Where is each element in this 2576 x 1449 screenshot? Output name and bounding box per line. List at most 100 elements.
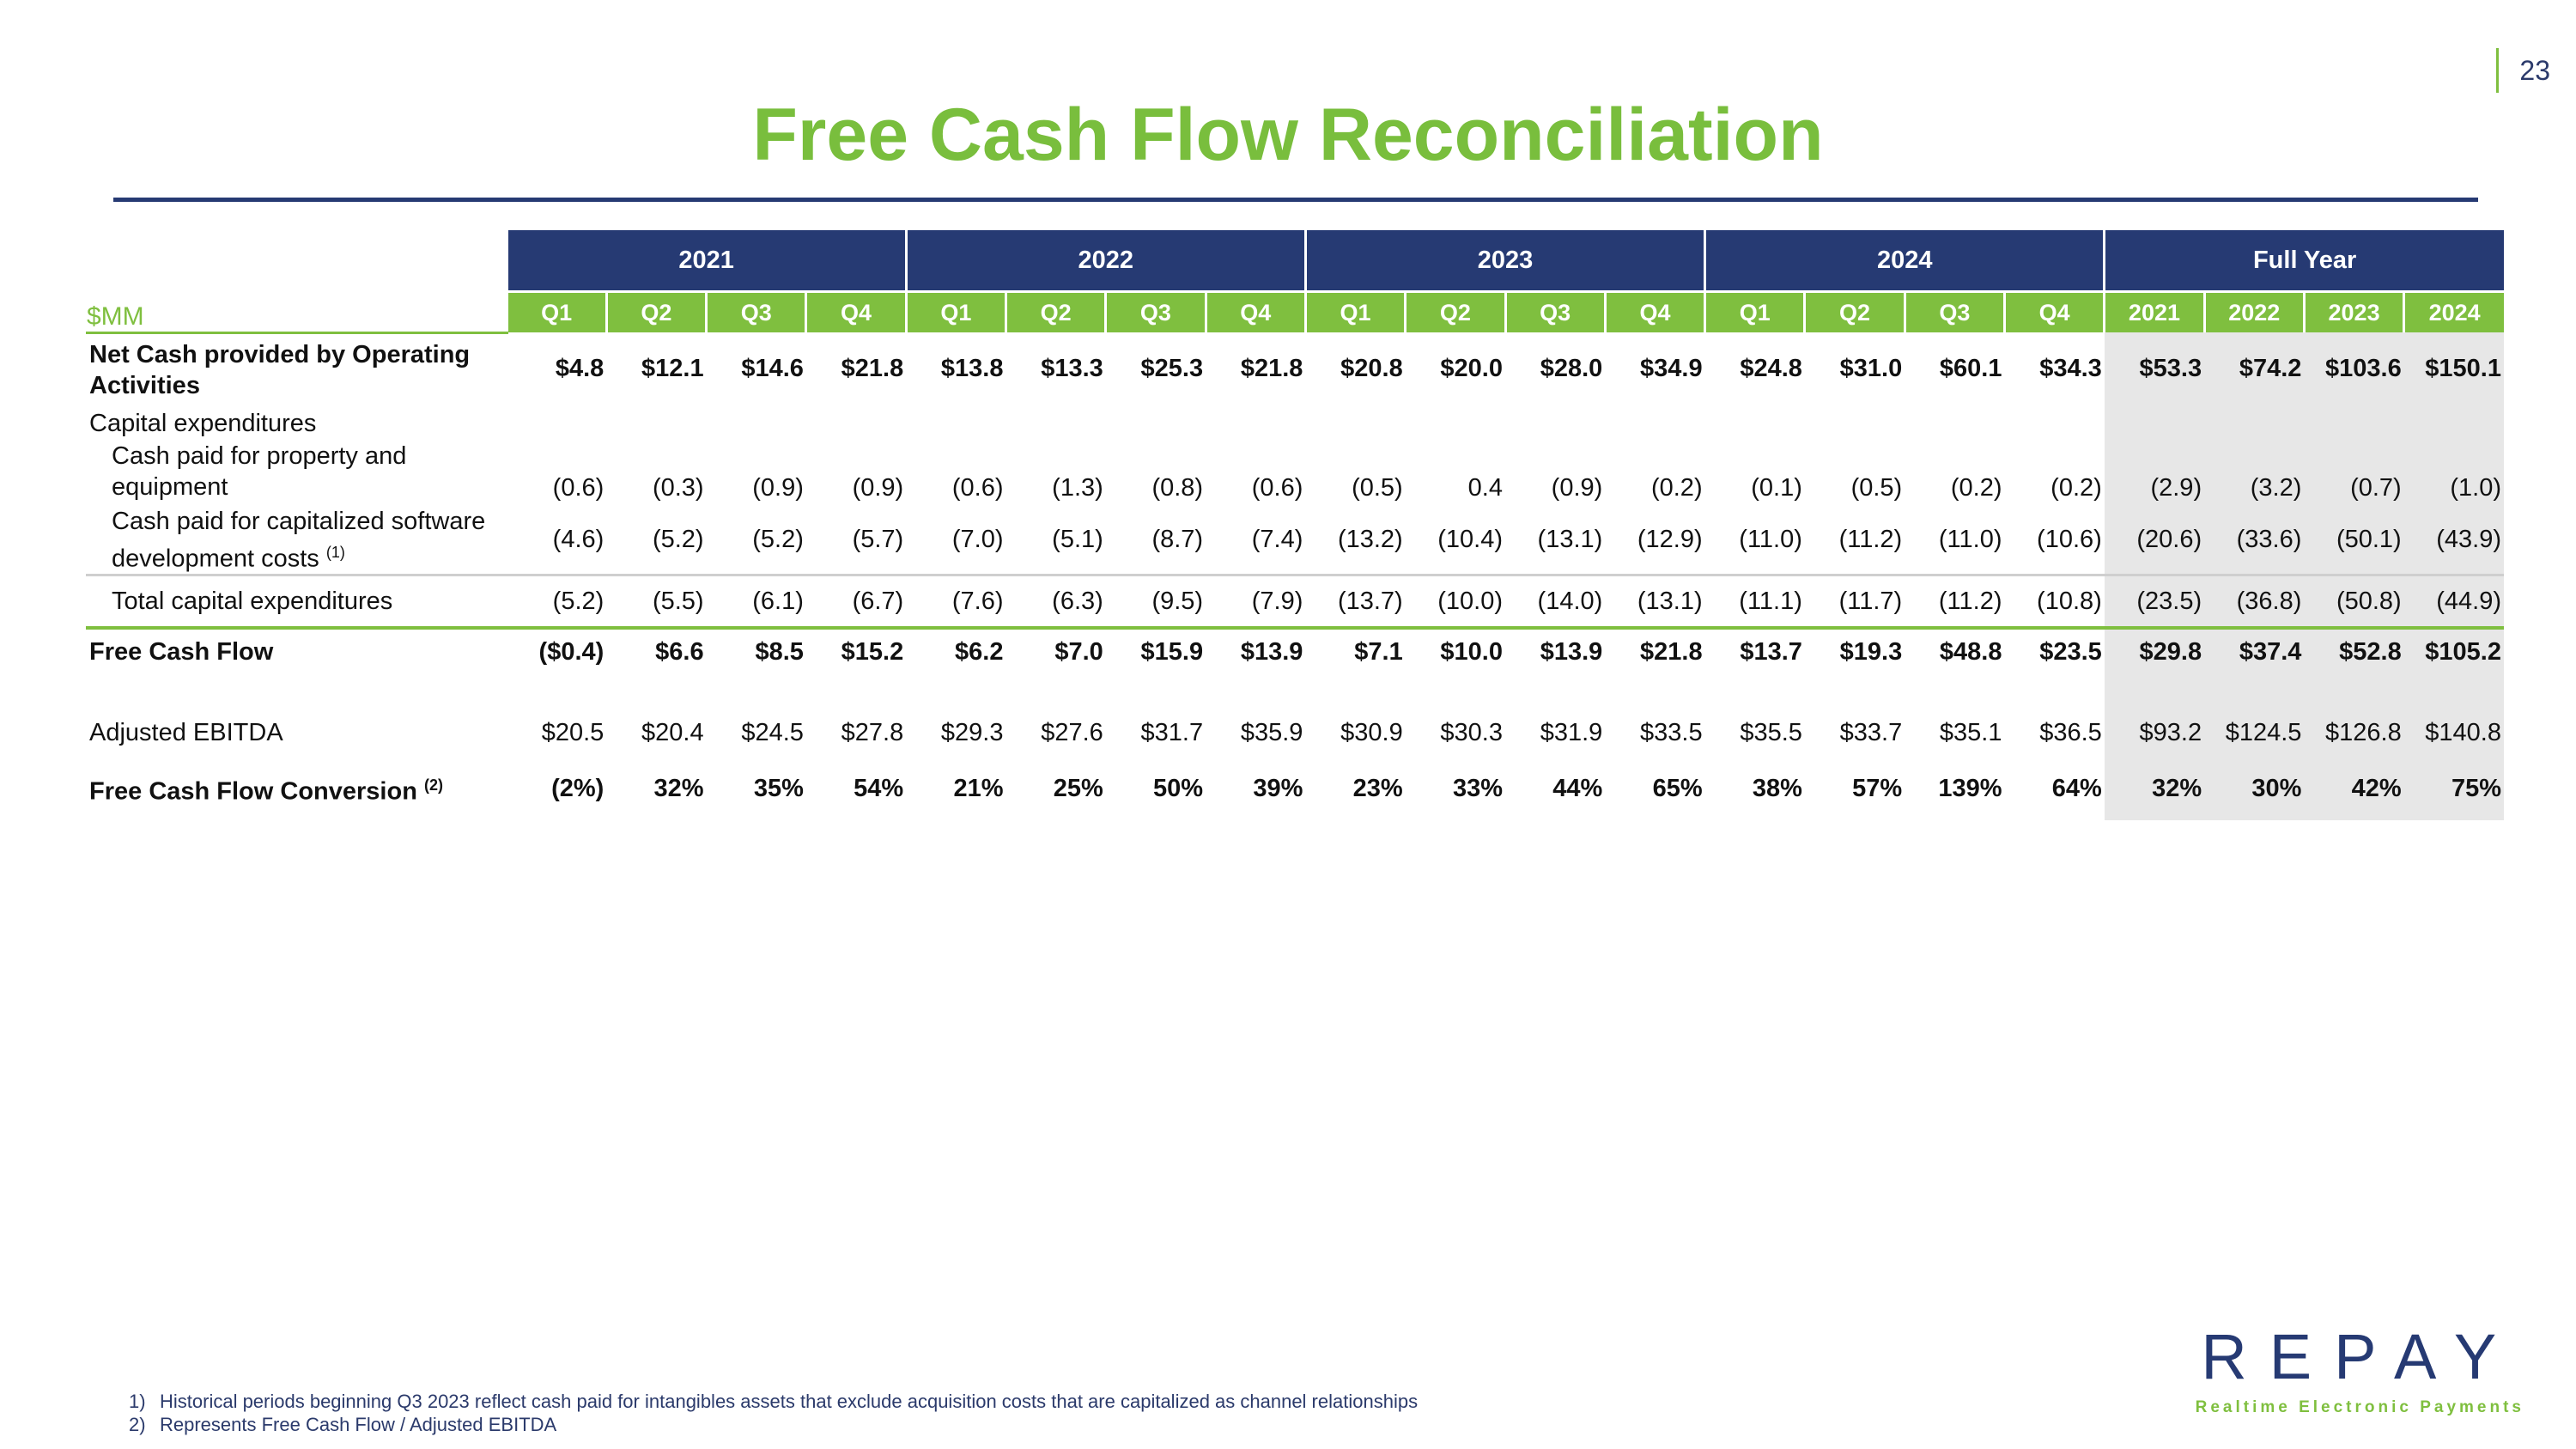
table-cell: (0.5) <box>1352 473 1403 502</box>
table-cell: 21% <box>953 774 1004 802</box>
table-cell: (5.7) <box>852 525 904 553</box>
table-cell <box>1705 406 1805 441</box>
table-cell: (0.7) <box>2304 440 2404 506</box>
table-cell: 65% <box>1652 774 1703 802</box>
table-row <box>86 674 2504 709</box>
table-cell: (13.1) <box>1605 574 1705 629</box>
table-cell: $93.2 <box>2104 709 2205 758</box>
table-cell <box>2104 674 2205 709</box>
table-cell: $21.8 <box>1605 626 1705 675</box>
table-cell: $13.8 <box>940 355 1004 383</box>
footnote-text: Represents Free Cash Flow / Adjusted EBI… <box>160 1414 557 1435</box>
quarter-column-header: Q1 <box>505 290 607 332</box>
table-cell: $13.7 <box>1704 626 1805 675</box>
table-cell: (5.2) <box>752 525 804 553</box>
table-cell: (10.0) <box>1405 574 1505 629</box>
table-cell: (50.1) <box>2304 505 2404 575</box>
year-header: 2024 <box>1704 230 2105 292</box>
table-cell: $74.2 <box>2204 332 2305 406</box>
table-cell: $53.3 <box>2104 332 2205 406</box>
table-cell: $24.5 <box>741 718 804 746</box>
full-year-column-header: 2022 <box>2202 290 2305 332</box>
table-row: Capital expenditures <box>86 405 2504 441</box>
row-label-text: Free Cash Flow Conversion <box>89 777 417 806</box>
table-cell <box>1106 406 1206 441</box>
table-cell: (7.4) <box>1251 525 1303 553</box>
table-cell: (33.6) <box>2204 505 2305 575</box>
footnote-number: 1) <box>129 1391 146 1412</box>
footnote-number: 2) <box>129 1414 146 1435</box>
quarter-column-header: Q2 <box>1004 290 1106 332</box>
quarter-column-header: Q4 <box>2002 290 2105 332</box>
table-cell: (12.9) <box>1637 525 1703 553</box>
table-cell: 30% <box>2204 757 2305 821</box>
table-cell: $34.3 <box>2039 355 2102 383</box>
table-cell: (0.2) <box>1650 473 1703 502</box>
table-cell: (0.2) <box>2050 473 2102 502</box>
table-cell: $20.4 <box>641 718 704 746</box>
table-cell <box>1905 406 2004 441</box>
row-label: Capital expenditures <box>86 406 507 441</box>
table-cell <box>2005 674 2105 709</box>
table-row: Free Cash Flow ($0.4) $6.6 $8.5 $15.2 $6.2 $7.… <box>86 626 2504 675</box>
table-cell: (0.9) <box>1551 473 1603 502</box>
table-cell: $29.8 <box>2104 626 2205 675</box>
table-cell: (2%) <box>551 774 605 802</box>
footnote: 2) Represents Free Cash Flow / Adjusted … <box>129 1413 1418 1436</box>
table-cell: (10.6) <box>2037 525 2102 553</box>
table-cell: (5.5) <box>606 574 707 629</box>
table-cell: (11.0) <box>1938 525 2002 553</box>
full-year-column-header: 2023 <box>2302 290 2404 332</box>
table-cell: $52.8 <box>2304 626 2404 675</box>
table-cell: 32% <box>653 774 704 802</box>
table-cell: (13.2) <box>1337 525 1403 553</box>
table-cell: $10.0 <box>1405 626 1505 675</box>
row-label: Total capital expenditures <box>86 574 507 629</box>
row-label: Cash paid for property and equipment <box>86 441 507 506</box>
table-row: Adjusted EBITDA $20.5 $20.4 $24.5 $27.8 $29.3… <box>86 709 2504 758</box>
table-cell <box>2403 405 2504 441</box>
table-cell: (20.6) <box>2104 505 2205 575</box>
table-cell <box>606 406 706 441</box>
quarter-column-header: Q4 <box>805 290 907 332</box>
table-cell: $34.9 <box>1640 355 1703 383</box>
quarter-column-header: Q1 <box>904 290 1006 332</box>
table-cell: (4.6) <box>552 525 605 553</box>
table-cell <box>1206 674 1305 709</box>
table-cell: $29.3 <box>940 718 1004 746</box>
table-cell: (7.0) <box>951 525 1004 553</box>
full-year-column-header: 2021 <box>2103 290 2205 332</box>
table-cell <box>507 406 606 441</box>
table-cell: 75% <box>2403 757 2504 821</box>
row-label: Net Cash provided by Operating Activitie… <box>86 332 507 406</box>
header-blank-cell <box>86 230 507 292</box>
quarter-column-header: Q2 <box>1404 290 1505 332</box>
table-row: Cash paid for property and equipment (0.6… <box>86 440 2504 506</box>
table-cell: $126.8 <box>2304 709 2404 758</box>
table-cell: $21.8 <box>841 355 904 383</box>
table-cell: 57% <box>1852 774 1903 802</box>
table-cell: 139% <box>1938 774 2002 802</box>
logo-tagline: Realtime Electronic Payments <box>2195 1398 2524 1416</box>
quarter-column-header: Q3 <box>1903 290 2005 332</box>
table-cell: (23.5) <box>2104 574 2205 629</box>
repay-logo: REPAY Realtime Electronic Payments <box>2196 1323 2524 1417</box>
year-header-row: 2021 2022 2023 2024 Full Year <box>86 230 2504 292</box>
table-cell: $35.1 <box>1939 718 2002 746</box>
table-cell <box>806 406 906 441</box>
table-cell: (50.8) <box>2304 574 2404 629</box>
quarter-column-header: Q2 <box>1803 290 1905 332</box>
table-cell: $7.1 <box>1305 626 1406 675</box>
footnote-marker: (1) <box>325 543 345 561</box>
table-cell: (0.8) <box>1151 473 1204 502</box>
table-cell: $13.3 <box>1041 355 1103 383</box>
period-header-row: $MM Q1 Q2 Q3 Q4 Q1 Q2 Q3 Q4 Q1 Q2 Q3 Q4 Q1 Q2 Q3 Q4 2021… <box>86 290 2504 334</box>
table-cell: $27.8 <box>841 718 904 746</box>
table-cell <box>2104 405 2205 441</box>
table-row: Free Cash Flow Conversion (2) (2%) 32% 35% 5… <box>86 757 2504 821</box>
quarter-column-header: Q4 <box>1204 290 1306 332</box>
table-cell <box>1705 674 1805 709</box>
table-cell: 39% <box>1253 774 1303 802</box>
table-body: Net Cash provided by Operating Activitie… <box>86 332 2504 821</box>
row-label-text: Cash paid for capitalized software devel… <box>112 507 486 573</box>
